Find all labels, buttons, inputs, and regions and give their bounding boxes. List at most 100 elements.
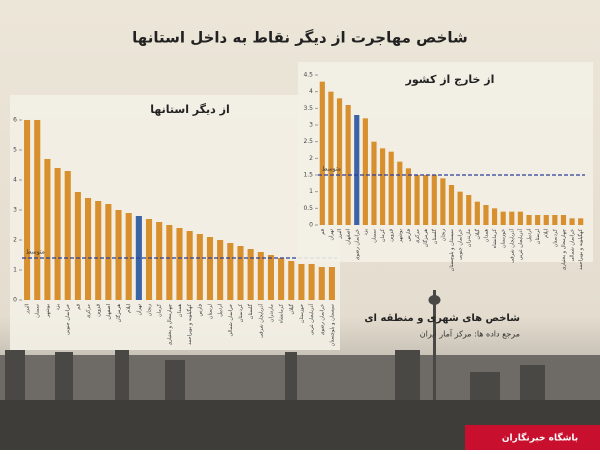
x-tick-label: فارس <box>197 303 203 316</box>
average-label: متوسط <box>26 249 45 256</box>
bar <box>448 185 455 225</box>
x-tick-label: مازندران <box>268 304 274 322</box>
x-tick-label: کرمان <box>380 228 386 242</box>
x-tick-label: ایلام <box>544 229 550 238</box>
x-tick-label: گلستان <box>247 303 254 319</box>
x-tick-label: مازندران <box>466 229 472 247</box>
x-tick-label: مرکزی <box>86 304 92 319</box>
y-tick-label: 3 <box>309 122 313 129</box>
x-tick-label: لرستان <box>535 229 541 245</box>
x-tick-label: سمنان <box>371 229 377 243</box>
x-tick-label: قم <box>320 228 326 234</box>
x-tick-label: یزد <box>363 228 369 235</box>
x-tick-label: گیلان <box>474 228 481 239</box>
x-tick-label: بوشهر <box>397 229 403 243</box>
x-tick-label: مرکزی <box>415 229 421 244</box>
x-tick-label: فارس <box>406 228 412 241</box>
x-tick-label: سمنان <box>35 304 41 318</box>
x-tick-label: خوزستان <box>501 229 507 248</box>
bar <box>483 205 489 225</box>
y-tick-label: 1 <box>309 188 313 195</box>
bar <box>105 204 112 300</box>
bar <box>196 234 203 300</box>
x-tick-label: همدان <box>177 304 183 318</box>
bar <box>54 168 61 300</box>
x-tick-label: زنجان <box>440 228 446 241</box>
y-tick-label: 3 <box>13 207 17 214</box>
source: مرجع داده ها: مرکز آمار ایران <box>420 329 520 339</box>
x-tick-label: اردبیل <box>218 304 224 317</box>
x-tick-label: خراسان جنوبی <box>458 229 464 260</box>
x-tick-label: چهارمحال و بختیاری <box>167 304 173 345</box>
bar <box>552 215 558 225</box>
bar <box>509 211 515 225</box>
x-tick-label: البرز <box>25 304 31 315</box>
bar <box>440 178 446 225</box>
x-tick-label: بوشهر <box>45 304 51 318</box>
x-tick-label: آذربایجان غربی <box>308 303 315 335</box>
bar <box>74 192 81 300</box>
y-tick-label: 4 <box>13 177 17 184</box>
chart-title: از دیگر استانها <box>150 103 230 116</box>
bar <box>457 191 463 225</box>
x-tick-label: سیستان و بلوچستان <box>329 304 335 346</box>
bar <box>526 215 532 225</box>
y-tick-label: 1.5 <box>303 172 313 179</box>
bar <box>247 249 254 300</box>
bar <box>24 120 31 300</box>
bar <box>34 120 41 300</box>
y-tick-label: 5 <box>13 147 17 154</box>
x-tick-label: قزوین <box>96 303 102 316</box>
bar <box>237 246 244 300</box>
x-tick-label: قزوین <box>389 228 395 241</box>
bar <box>578 218 584 225</box>
bar <box>95 201 102 300</box>
x-tick-label: خوزستان <box>299 304 305 323</box>
x-tick-label: هرمزگان <box>422 229 429 248</box>
bar <box>176 228 183 300</box>
charts: از دیگر استانها 0 1 2 3 4 5 6 البرز سمنان بوشهر یزد… <box>10 62 593 350</box>
y-tick-label: 2 <box>309 155 313 162</box>
bar <box>267 255 274 300</box>
y-tick-label: 4 <box>309 88 313 95</box>
bar <box>64 171 71 300</box>
agency-badge <box>465 425 600 450</box>
main-title: شاخص مهاجرت از دیگر نقاط به داخل استانها <box>132 29 468 47</box>
bar <box>423 175 429 225</box>
bar <box>336 98 343 225</box>
bar <box>431 175 437 225</box>
bar <box>405 168 412 225</box>
x-tick-label: قم <box>75 303 81 309</box>
bar <box>227 243 234 300</box>
x-tick-label: زنجان <box>147 303 153 316</box>
x-tick-label: خراسان رضوی <box>319 304 325 335</box>
bar <box>328 267 335 300</box>
x-tick-label: کهگیلویه و بویراحمد <box>186 303 193 345</box>
brand-name: شاخص های شهری و منطقه ای <box>364 313 520 324</box>
bar <box>397 161 403 225</box>
y-tick-label: 4.5 <box>303 72 313 79</box>
bar <box>278 258 285 300</box>
x-tick-label: کردستان <box>552 228 558 247</box>
bar <box>308 264 315 300</box>
chart-title: از خارج از کشور <box>405 73 495 87</box>
agency: باشگاه خبرنگاران <box>502 432 578 444</box>
x-tick-label: سیستان و بلوچستان <box>449 229 455 271</box>
y-tick-label: 6 <box>13 117 17 124</box>
bar <box>354 115 360 225</box>
bar <box>166 225 173 300</box>
bar <box>491 208 498 225</box>
bar <box>318 267 325 300</box>
y-tick-label: 1 <box>13 267 17 274</box>
bar <box>125 213 132 300</box>
skyline <box>0 290 600 450</box>
x-tick-label: همدان <box>483 229 489 243</box>
bar <box>115 210 122 300</box>
x-tick-label: کهگیلویه و بویراحمد <box>577 228 584 270</box>
bar <box>257 252 264 300</box>
y-tick-label: 2.5 <box>303 138 313 145</box>
x-tick-label: خراسان رضوی <box>354 229 360 260</box>
x-tick-label: هرمزگان <box>115 304 122 323</box>
bar <box>319 81 325 226</box>
x-tick-label: خراسان جنوبی <box>65 304 71 335</box>
